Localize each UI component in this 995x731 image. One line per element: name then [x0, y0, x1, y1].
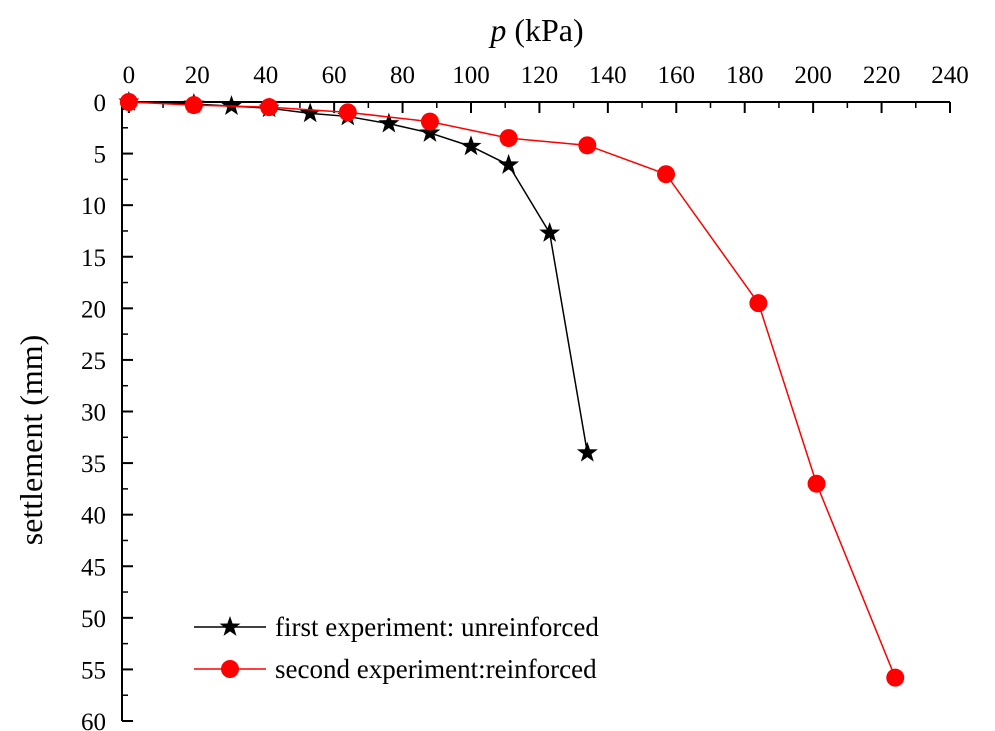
series-1 — [118, 91, 598, 462]
series-1-point — [498, 153, 520, 174]
series-2-point — [119, 93, 138, 111]
x-tick-label: 40 — [253, 62, 278, 89]
x-tick-label: 100 — [452, 62, 490, 89]
y-tick-label: 30 — [81, 400, 106, 427]
y-tick-label: 20 — [81, 296, 106, 323]
y-tick-label: 50 — [81, 606, 106, 633]
series-2-point — [338, 103, 357, 122]
x-axis-title-var: p — [488, 12, 506, 48]
y-tick-label: 35 — [81, 451, 106, 478]
series-1-point — [299, 102, 321, 123]
y-axis-title: settlement (mm) — [13, 335, 49, 546]
legend-marker — [219, 616, 241, 636]
series-2-point — [657, 165, 676, 184]
series-2-point — [184, 96, 203, 115]
x-tick-label: 220 — [863, 62, 901, 89]
y-tick-label: 10 — [81, 193, 106, 220]
x-tick-label: 180 — [726, 62, 764, 89]
x-tick-label: 20 — [185, 62, 210, 89]
series-2-point — [420, 112, 439, 131]
legend-label: second experiment:reinforced — [275, 654, 597, 684]
x-tick-label: 240 — [931, 62, 969, 89]
series-layer — [118, 91, 905, 687]
series-1-point — [539, 222, 561, 242]
series-2-point — [260, 98, 279, 117]
series-1-point — [419, 121, 441, 142]
series-1-point — [460, 135, 482, 156]
x-tick-label: 160 — [658, 62, 696, 89]
x-axis-title: p (kPa) — [488, 12, 583, 48]
legend-item-2: second experiment:reinforced — [194, 654, 597, 684]
series-1-point — [576, 441, 598, 462]
y-tick-label: 0 — [94, 90, 107, 117]
y-tick-label: 25 — [81, 348, 106, 375]
x-tick-label: 120 — [521, 62, 559, 89]
legend: first experiment: unreinforced second exp… — [194, 612, 599, 684]
x-tick-label: 200 — [794, 62, 832, 89]
series-2-point — [886, 668, 905, 687]
series-2-point — [749, 294, 768, 313]
y-tick-label: 5 — [94, 142, 107, 169]
series-1-line — [128, 101, 589, 453]
legend-label: first experiment: unreinforced — [275, 612, 599, 642]
x-tick-label: 140 — [589, 62, 627, 89]
y-tick-label: 55 — [81, 657, 106, 684]
series-1-point — [378, 112, 400, 133]
series-1-point — [221, 95, 242, 116]
y-tick-label: 40 — [81, 503, 106, 530]
x-axis-title-unit: (kPa) — [514, 12, 583, 48]
series-2-point — [578, 136, 597, 155]
y-tick-label: 15 — [81, 245, 106, 272]
x-tick-label: 0 — [123, 62, 136, 89]
series-2-point — [807, 474, 826, 493]
series-2 — [119, 93, 905, 687]
x-tick-label: 80 — [390, 62, 415, 89]
x-tick-label: 60 — [322, 62, 347, 89]
y-tick-label: 45 — [81, 554, 106, 581]
legend-marker — [221, 660, 239, 678]
y-tick-label: 60 — [81, 709, 106, 731]
series-2-point — [499, 129, 518, 148]
x-axis-ticks: 0 20 40 60 80 100 120 140 160 180 200 220 240 — [123, 62, 969, 113]
series-2-line — [128, 101, 896, 678]
axes: 0 20 40 60 80 100 120 140 160 180 200 220 240 0 5 10 15… — [81, 62, 969, 731]
y-axis-ticks: 0 5 10 15 20 25 30 35 40 45 50 55 60 — [81, 90, 133, 731]
legend-item-1: first experiment: unreinforced — [194, 612, 599, 642]
